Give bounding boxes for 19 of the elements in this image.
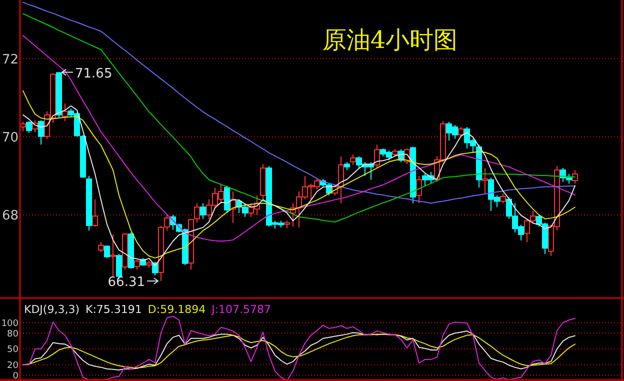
annotation: 71.65 (75, 66, 112, 82)
annotation: 66.31 (108, 274, 145, 290)
y-tick-label: 20 (7, 360, 19, 371)
y-tick-label: 80 (7, 329, 19, 340)
candlestick (110, 234, 116, 277)
y-tick-label: 72 (2, 52, 18, 68)
series-label: J:107.5787 (210, 303, 272, 316)
line-series (22, 316, 576, 381)
text: 原油4小时图 (322, 26, 458, 54)
y-tick-label: 0 (12, 371, 19, 381)
y-tick-label: 50 (7, 345, 19, 356)
chart-title: KDJ(9,3,3) (24, 303, 80, 316)
text: D:59.1894 (148, 303, 206, 316)
y-tick-label: 70 (2, 130, 18, 146)
candlestick (482, 168, 488, 194)
y-tick-label: 100 (1, 318, 19, 329)
y-tick-label: 68 (2, 208, 18, 224)
candlestick (230, 190, 236, 224)
text: K:75.3191 (86, 303, 142, 316)
